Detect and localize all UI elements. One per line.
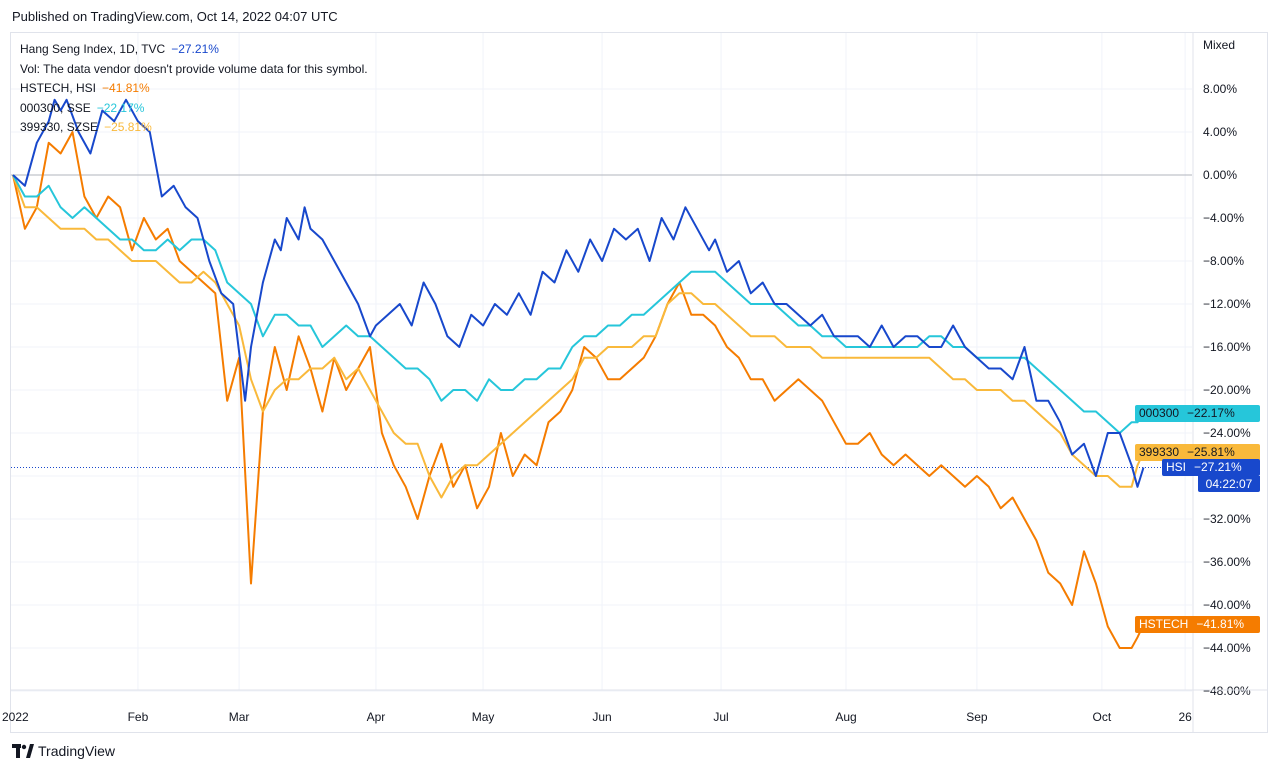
y-tick-label: −16.00% xyxy=(1203,340,1251,354)
legend-row-hstech[interactable]: HSTECH, HSI −41.81% xyxy=(20,79,368,99)
legend-label: Hang Seng Index, 1D, TVC xyxy=(20,42,166,56)
y-tick-label: −20.00% xyxy=(1203,383,1251,397)
x-tick-label: Jun xyxy=(592,710,611,724)
x-tick-label: Aug xyxy=(835,710,856,724)
y-tick-label: −4.00% xyxy=(1203,211,1244,225)
x-tick-label: Mar xyxy=(229,710,250,724)
legend-label: HSTECH, HSI xyxy=(20,81,97,95)
legend-value: −25.81% xyxy=(104,120,152,134)
y-tick-label: −12.00% xyxy=(1203,297,1251,311)
countdown-timer: 04:22:07 xyxy=(1198,476,1260,492)
chart-frame xyxy=(10,32,1268,733)
price-tag-name: HSI xyxy=(1166,460,1187,474)
y-tick-label: −40.00% xyxy=(1203,598,1251,612)
series-line-399330 xyxy=(12,174,1145,499)
price-tag-name: 399330 xyxy=(1139,444,1180,459)
series-line-hstech xyxy=(12,131,1145,649)
y-tick-label: 0.00% xyxy=(1203,168,1237,182)
tradingview-logo-icon xyxy=(12,744,34,758)
y-tick-label: −48.00% xyxy=(1203,684,1251,698)
y-tick-label: 4.00% xyxy=(1203,125,1237,139)
legend-value: −22.17% xyxy=(96,100,145,115)
legend-label: 399330, SZSE xyxy=(20,120,99,134)
x-tick-label: Apr xyxy=(367,710,386,724)
price-tag-value: −22.17% xyxy=(1187,405,1235,420)
price-tag-value: −41.81% xyxy=(1196,616,1245,631)
x-tick-label: May xyxy=(472,710,495,724)
price-tag-hsi: HSI −27.21% xyxy=(1162,459,1260,476)
scale-mode-label[interactable]: Mixed xyxy=(1203,38,1236,52)
price-tag-name: 000300 xyxy=(1139,405,1180,420)
chart-legend: Hang Seng Index, 1D, TVC −27.21% Vol: The… xyxy=(20,40,368,138)
legend-value: −27.21% xyxy=(171,42,219,56)
legend-label: 000300, SSE xyxy=(20,100,91,115)
y-tick-label: −8.00% xyxy=(1203,254,1244,268)
x-tick-label: Sep xyxy=(966,710,988,724)
x-tick-label: 2022 xyxy=(2,710,29,724)
x-tick-label: Jul xyxy=(713,710,728,724)
footer-brand[interactable]: TradingView xyxy=(12,743,115,759)
legend-label: Vol: The data vendor doesn't provide vol… xyxy=(20,61,368,76)
x-tick-label: Oct xyxy=(1093,710,1112,724)
price-tag-hstech: HSTECH −41.81% xyxy=(1135,615,1260,633)
x-tick-label: Feb xyxy=(128,710,149,724)
legend-row-399330[interactable]: 399330, SZSE −25.81% xyxy=(20,118,368,138)
series-line-hsi xyxy=(12,98,1145,488)
price-tag-name: HSTECH xyxy=(1139,616,1189,631)
published-header: Published on TradingView.com, Oct 14, 20… xyxy=(12,9,338,24)
y-tick-label: −36.00% xyxy=(1203,555,1251,569)
legend-value: −41.81% xyxy=(102,81,150,95)
x-tick-label: 26 xyxy=(1178,710,1192,724)
footer-brand-text: TradingView xyxy=(38,743,116,759)
y-tick-label: 8.00% xyxy=(1203,82,1237,96)
price-tag-000300: 000300 −22.17% xyxy=(1135,404,1260,422)
price-tag-399330: 399330 −25.81% xyxy=(1135,443,1260,461)
price-tag-value: −27.21% xyxy=(1194,460,1242,474)
legend-row-hsi[interactable]: Hang Seng Index, 1D, TVC −27.21% xyxy=(20,40,368,60)
legend-row-000300[interactable]: 000300, SSE −22.17% xyxy=(20,99,368,119)
y-tick-label: −24.00% xyxy=(1203,426,1251,440)
price-tag-value: −25.81% xyxy=(1187,444,1235,459)
legend-row-volume: Vol: The data vendor doesn't provide vol… xyxy=(20,60,368,80)
y-tick-label: −44.00% xyxy=(1203,641,1251,655)
y-tick-label: −32.00% xyxy=(1203,512,1251,526)
